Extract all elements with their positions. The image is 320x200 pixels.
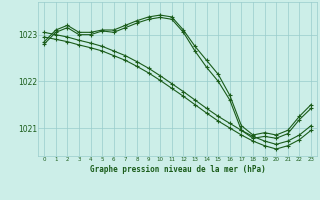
X-axis label: Graphe pression niveau de la mer (hPa): Graphe pression niveau de la mer (hPa) xyxy=(90,165,266,174)
